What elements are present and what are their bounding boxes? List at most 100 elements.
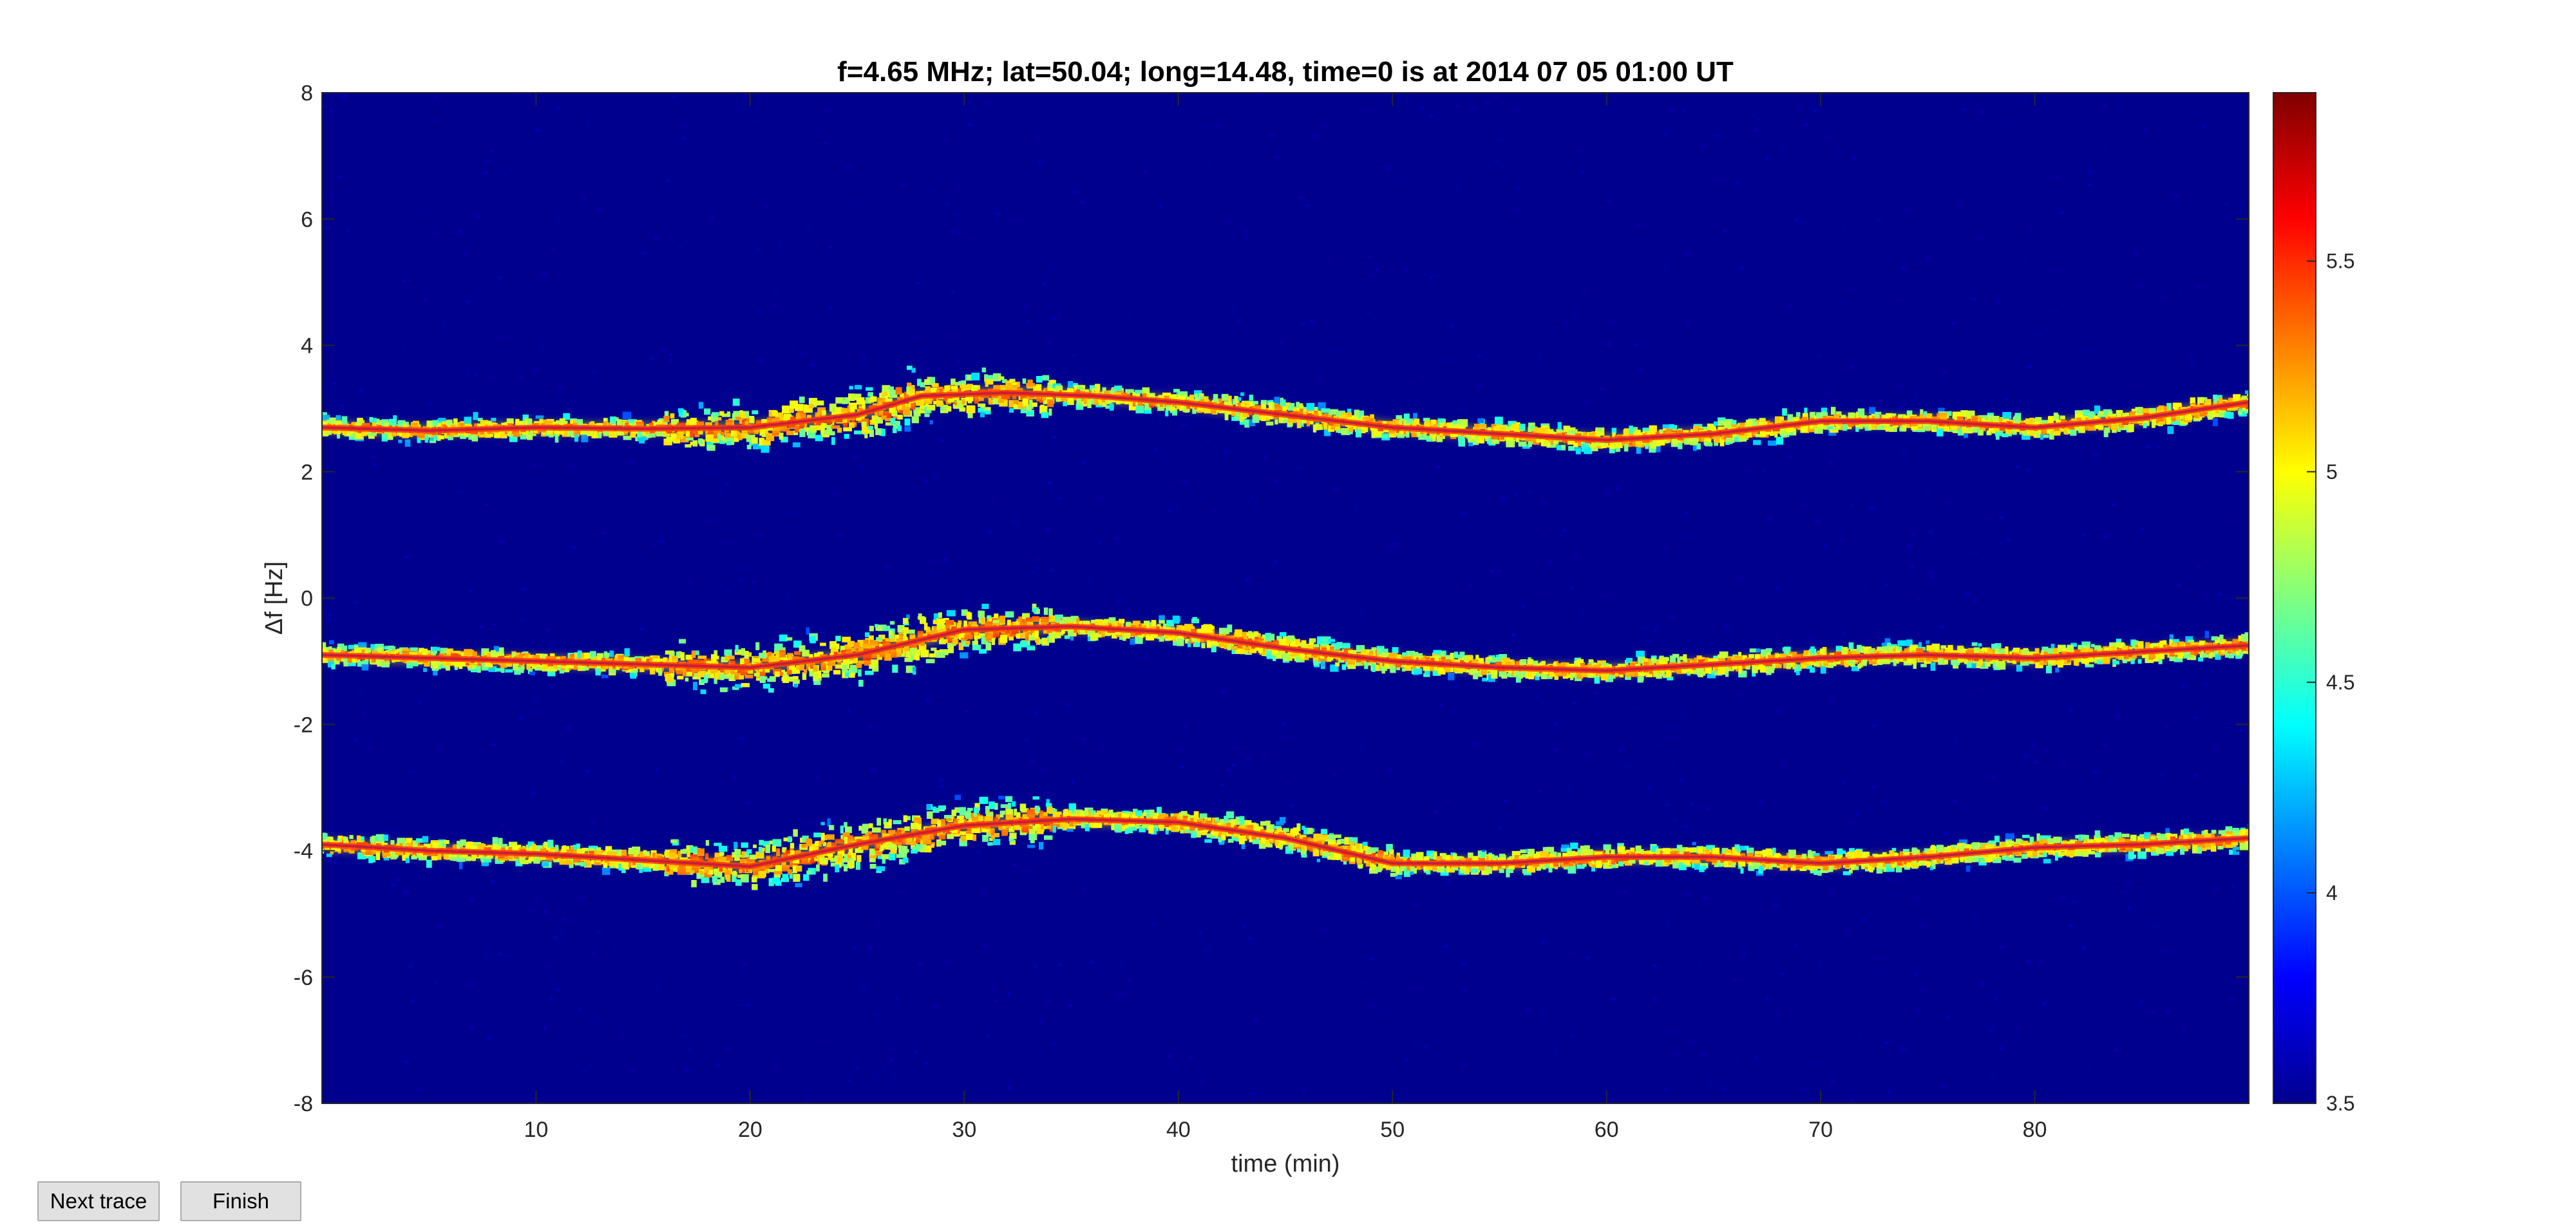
noise-cell (2006, 408, 2010, 411)
noise-cell (337, 832, 341, 835)
noise-cell (848, 1079, 852, 1082)
noise-cell (1774, 710, 1778, 713)
heat-cell (1902, 425, 1906, 432)
heat-cell (1288, 406, 1296, 411)
heat-cell (1235, 396, 1239, 404)
heat-cell (897, 425, 902, 431)
noise-cell (1823, 545, 1827, 548)
heat-cell (668, 655, 674, 662)
heat-cell (446, 648, 453, 656)
heat-cell (904, 426, 911, 432)
noise-cell (1985, 518, 1989, 521)
heat-cell (683, 410, 687, 417)
heat-cell (1020, 405, 1027, 413)
heat-cell (967, 384, 973, 390)
noise-cell (526, 638, 530, 641)
noise-cell (470, 1026, 474, 1029)
heat-cell (1403, 413, 1410, 420)
heat-cell (665, 650, 674, 655)
heat-cell (868, 635, 874, 644)
heat-cell (720, 688, 728, 693)
noise-cell (372, 416, 375, 419)
heat-cell (1937, 428, 1944, 436)
heat-cell (1528, 422, 1535, 428)
noise-cell (967, 101, 971, 104)
heat-cell (1705, 442, 1713, 447)
noise-cell (829, 246, 833, 248)
noise-cell (830, 183, 834, 186)
heat-cell (924, 379, 932, 386)
heat-cell (844, 397, 850, 404)
heat-cell (1224, 412, 1229, 420)
heat-cell (1414, 418, 1420, 424)
noise-cell (654, 985, 658, 988)
noise-cell (1739, 693, 1743, 696)
noise-cell (1698, 964, 1702, 967)
heat-cell (1544, 441, 1548, 445)
noise-cell (413, 454, 417, 458)
noise-cell (1068, 1004, 1072, 1007)
heat-cell (464, 417, 471, 424)
heat-cell (622, 411, 632, 420)
heat-cell (1213, 394, 1218, 402)
noise-cell (1847, 391, 1851, 394)
noise-cell (725, 1048, 729, 1051)
heat-cell (710, 438, 717, 443)
noise-cell (1101, 744, 1105, 747)
noise-cell (743, 568, 747, 572)
heat-cell (554, 434, 559, 443)
heat-cell (1032, 402, 1037, 407)
heat-cell (893, 415, 898, 419)
heat-cell (1584, 446, 1593, 454)
heat-cell (685, 444, 692, 448)
noise-cell (2004, 123, 2008, 126)
noise-cell (1537, 355, 1541, 359)
noise-cell (1625, 766, 1629, 769)
noise-cell (1052, 436, 1056, 439)
noise-cell (672, 95, 676, 98)
noise-cell (853, 946, 857, 950)
noise-cell (1212, 653, 1215, 657)
noise-cell (986, 100, 990, 104)
heat-cell (1962, 426, 1968, 435)
heat-cell (493, 646, 499, 652)
noise-cell (1128, 979, 1132, 982)
heat-cell (1636, 447, 1642, 454)
heat-cell (734, 671, 742, 680)
noise-cell (1929, 530, 1933, 533)
heat-cell (1458, 438, 1466, 447)
noise-cell (756, 533, 760, 536)
noise-cell (490, 377, 494, 380)
heat-cell (1821, 407, 1827, 415)
noise-cell (1495, 160, 1499, 163)
heat-cell (862, 400, 866, 409)
heat-cell (1022, 378, 1027, 384)
heat-cell (1159, 620, 1165, 624)
heat-cell (809, 670, 813, 677)
noise-cell (1437, 519, 1441, 522)
noise-cell (2205, 596, 2209, 599)
heat-cell (453, 418, 458, 424)
heat-cell (981, 617, 986, 624)
noise-cell (1036, 136, 1039, 139)
noise-cell (457, 491, 461, 494)
noise-cell (2082, 946, 2086, 950)
noise-cell (1039, 1020, 1043, 1024)
noise-cell (1030, 760, 1034, 762)
heat-cell (2002, 412, 2012, 420)
noise-cell (1461, 962, 1465, 964)
heat-cell (1575, 449, 1581, 454)
noise-cell (992, 988, 996, 991)
heat-cell (1039, 639, 1043, 644)
heat-cell (2208, 412, 2213, 420)
noise-cell (1485, 101, 1489, 104)
noise-cell (2004, 398, 2008, 400)
noise-cell (1571, 1034, 1575, 1037)
heat-cell (1978, 429, 1984, 436)
noise-cell (1459, 409, 1463, 412)
noise-cell (2179, 637, 2183, 641)
heat-cell (1423, 434, 1426, 438)
heat-cell (766, 433, 775, 442)
heat-cell (2128, 424, 2134, 433)
heat-cell (1151, 620, 1157, 627)
